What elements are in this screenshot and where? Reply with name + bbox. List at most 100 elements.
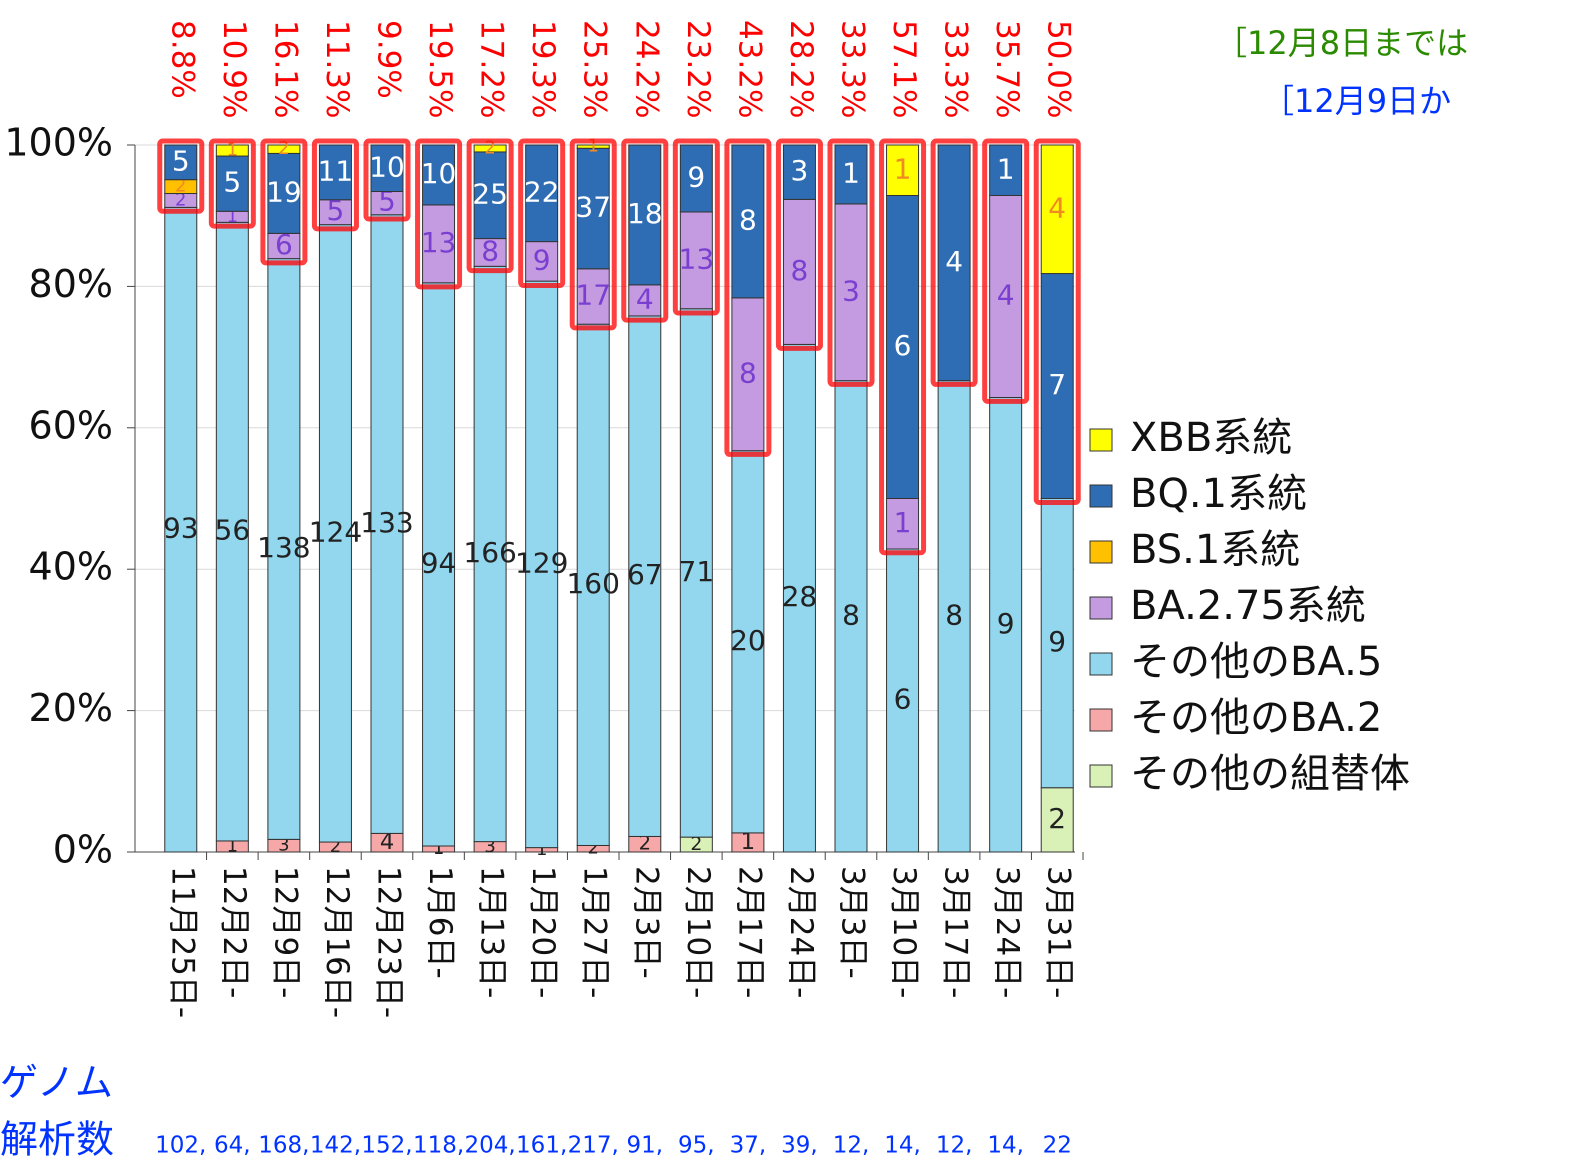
x-tick-label: 3月17日- (938, 866, 974, 998)
highlight-label: 35.7% (989, 20, 1025, 118)
legend-swatch (1089, 540, 1113, 564)
legend-label: BS.1系統 (1130, 527, 1300, 573)
highlight-label: 8.8% (164, 20, 200, 99)
data-label: 10 (369, 150, 405, 183)
bar-segment (628, 315, 662, 837)
bar-segment (989, 144, 1023, 196)
bar-segment (731, 144, 765, 299)
legend-swatch (1089, 708, 1113, 732)
highlight-box (466, 138, 514, 274)
bar-segment (267, 152, 301, 234)
data-label: 4 (380, 829, 394, 855)
bar-segment (1040, 787, 1074, 853)
data-label: 1 (536, 839, 547, 860)
data-label: 6 (275, 228, 293, 261)
data-label: 19 (266, 175, 302, 208)
highlight-label: 17.2% (474, 20, 510, 118)
legend-label: BA.2.75系統 (1130, 583, 1366, 629)
legend-label: その他のBA.2 (1130, 695, 1382, 741)
highlight-box (724, 138, 772, 457)
data-label: 1 (842, 156, 860, 189)
y-tick-label: 20% (29, 686, 113, 730)
y-tick-label: 60% (29, 403, 113, 447)
data-label: 8 (791, 254, 809, 287)
genome-count: 12, (936, 1133, 973, 1159)
highlight-label: 10.9% (216, 20, 252, 118)
bar-segment (576, 323, 610, 846)
x-tick-label: 12月16日- (319, 866, 355, 1018)
data-label: 4 (1048, 191, 1066, 224)
data-label: 20 (730, 624, 766, 657)
bar-segment (1040, 144, 1074, 275)
data-label: 1 (894, 506, 912, 539)
data-label: 71 (679, 555, 715, 588)
highlight-box (982, 138, 1030, 404)
highlight-box (157, 138, 205, 214)
bar-segment (886, 548, 920, 853)
highlight-box (415, 138, 463, 290)
genome-count: 161, (516, 1133, 567, 1159)
data-label: 1 (997, 152, 1015, 185)
x-tick-label: 1月6日- (422, 866, 458, 979)
legend-label: XBB系統 (1130, 415, 1292, 461)
genome-count: 152, (361, 1133, 412, 1159)
data-label: 56 (215, 514, 251, 547)
y-tick-label: 80% (29, 262, 113, 306)
data-label: 160 (566, 567, 619, 600)
bar-segment (318, 144, 352, 201)
legend-swatch (1089, 484, 1113, 508)
y-tick-label: 100% (4, 121, 113, 165)
data-label: 8 (945, 598, 963, 631)
highlight-box (1033, 138, 1081, 505)
data-label: 9 (533, 243, 551, 276)
highlight-label: 19.5% (422, 20, 458, 118)
highlight-label: 43.2% (731, 20, 767, 118)
legend-swatch (1089, 596, 1113, 620)
data-label: 9 (687, 160, 705, 193)
highlight-box (260, 138, 308, 266)
bar-segment (731, 297, 765, 452)
data-label: 13 (679, 242, 715, 275)
highlight-box (363, 138, 411, 222)
bar-segment (370, 144, 404, 193)
highlight-label: 24.2% (628, 20, 664, 118)
bar-segment (422, 282, 456, 847)
data-label: 17 (575, 279, 611, 312)
data-label: 8 (481, 234, 499, 267)
data-label: 124 (309, 515, 362, 548)
data-label: 2 (175, 189, 186, 210)
data-label: 2 (330, 836, 341, 857)
highlight-label: 11.3% (319, 20, 355, 118)
legend-label: BQ.1系統 (1130, 471, 1307, 517)
bar-segment (473, 144, 507, 153)
highlight-label: 9.9% (371, 20, 407, 99)
bar-segment (1040, 498, 1074, 789)
highlight-label: 33.3% (938, 20, 974, 118)
highlight-label: 25.3% (577, 20, 613, 118)
data-label: 133 (360, 506, 413, 539)
bar-segment (834, 144, 868, 205)
highlight-box (775, 138, 823, 351)
x-tick-label: 1月20日- (525, 866, 561, 998)
highlight-box (208, 138, 256, 229)
x-tick-label: 12月23日- (371, 866, 407, 1018)
data-label: 2 (484, 137, 495, 158)
data-label: 1 (227, 206, 238, 227)
highlight-label: 57.1% (886, 20, 922, 118)
legend-swatch (1089, 428, 1113, 452)
genome-count: 64, (214, 1133, 251, 1159)
x-tick-label: 1月27日- (577, 866, 613, 998)
legend-label: その他の組替体 (1130, 751, 1410, 797)
data-label: 5 (327, 194, 345, 227)
data-label: 11 (318, 154, 354, 187)
genome-count: 37, (730, 1133, 767, 1159)
data-label: 1 (227, 140, 238, 161)
bar-segment (267, 258, 301, 840)
data-label: 1 (227, 835, 238, 856)
data-label: 2 (690, 833, 702, 855)
data-label: 2 (278, 138, 289, 159)
bar-segment (989, 397, 1023, 853)
bar-segment (886, 195, 920, 499)
bar-segment (473, 265, 507, 843)
highlight-label: 23.2% (680, 20, 716, 118)
